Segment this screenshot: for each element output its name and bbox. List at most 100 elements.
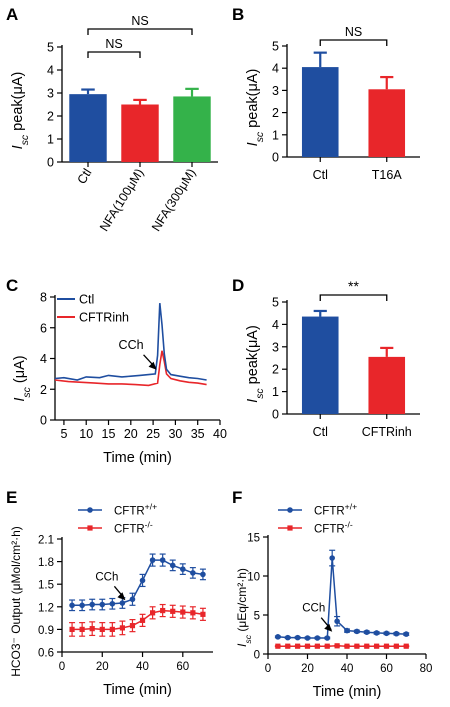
series-line-cftrinh (54, 350, 207, 387)
y-tick-label: 5 (47, 41, 54, 55)
data-point (200, 611, 206, 617)
data-point (275, 643, 281, 649)
data-point (79, 626, 85, 632)
bar-ctl (301, 316, 339, 414)
data-point (334, 618, 340, 625)
x-tick-label: 0 (265, 663, 271, 675)
x-tick-label: 20 (124, 427, 138, 441)
y-tick-label: 0 (47, 156, 54, 170)
y-axis-title-main: I (12, 398, 28, 402)
x-tick-label: 60 (380, 663, 393, 675)
y-axis-title-sub: sc (255, 388, 266, 399)
data-point (69, 602, 75, 609)
legend-label: Ctl (79, 293, 94, 307)
y-tick-label: 5 (272, 296, 279, 310)
data-point (275, 634, 281, 640)
legend-label-base: CFTR (314, 506, 345, 518)
y-axis-title-main: I (245, 142, 261, 146)
data-point (79, 602, 85, 609)
panel-a: A 0 1 2 3 4 5 Isc peak(μA) Ctl NFA(100μM) NFA(300μ… (6, 5, 218, 234)
y-tick-label: 2 (272, 363, 279, 377)
y-axis-title-main: I (10, 145, 26, 149)
y-tick-label: 0.6 (38, 648, 54, 660)
legend-marker (87, 507, 93, 513)
data-point (354, 643, 360, 649)
y-tick-label: 1.8 (38, 557, 54, 569)
significance-label: ** (348, 278, 359, 294)
y-tick-label: 15 (247, 533, 260, 545)
data-point (295, 643, 301, 649)
data-point (180, 566, 186, 572)
y-tick-label: 6 (40, 321, 47, 335)
data-point (284, 634, 291, 641)
data-point (374, 643, 380, 649)
data-point (129, 623, 136, 629)
legend-label-base: CFTR (114, 524, 145, 536)
data-point (314, 643, 320, 649)
data-point (324, 635, 331, 641)
data-point (393, 643, 399, 649)
x-tick-label: 80 (420, 663, 433, 675)
legend-label: CFTR-/- (314, 520, 353, 536)
y-axis-title-main: I (245, 399, 261, 403)
bar-ctl (69, 94, 107, 162)
annotation-label: CCh (302, 603, 325, 615)
data-point (285, 643, 291, 649)
y-tick-label: 2.1 (38, 535, 54, 547)
y-tick-label: 1 (272, 128, 279, 142)
y-tick-label: 0 (272, 408, 279, 422)
x-tick-label: 30 (168, 427, 182, 441)
data-point (314, 635, 321, 641)
y-tick-label: 8 (40, 291, 47, 305)
x-axis-title: Time (min) (103, 450, 172, 466)
data-point (99, 601, 106, 608)
y-axis-title-rest: peak(μA) (10, 72, 26, 135)
x-axis-title: Time (min) (103, 682, 172, 698)
panel-letter: D (232, 276, 244, 295)
y-tick-label: 3 (47, 87, 54, 101)
legend-label-sup: -/- (345, 520, 353, 530)
y-tick-label: 1.5 (38, 580, 54, 592)
legend-marker (287, 507, 293, 513)
legend-marker (87, 525, 93, 531)
y-tick-label: 4 (40, 352, 47, 366)
data-point (169, 562, 176, 569)
data-point (149, 557, 156, 563)
y-tick-label: 2 (272, 106, 279, 120)
panel-letter: A (6, 5, 18, 24)
data-point (403, 631, 410, 637)
significance-label: NS (131, 14, 148, 28)
data-point (329, 555, 335, 561)
data-point (109, 626, 115, 632)
annotation-arrowhead (324, 623, 333, 632)
bar-nfa-100-m- (121, 104, 159, 162)
data-point (344, 643, 350, 649)
y-axis-title-rest: (μEq/cm²·h) (235, 568, 249, 635)
y-tick-label: 3 (272, 340, 279, 354)
data-point (334, 643, 340, 649)
legend-label: CFTR+/+ (314, 502, 357, 518)
y-axis-title-sub: sc (22, 386, 33, 397)
data-point (160, 607, 166, 614)
legend-label-sup: +/+ (145, 502, 157, 512)
y-axis-title: Isc peak(μA) (10, 72, 31, 150)
data-point (89, 626, 95, 632)
y-axis-title-rest: peak(μA) (245, 69, 261, 132)
y-axis-title-rest: peak(μA) (245, 325, 261, 388)
data-point (139, 617, 146, 623)
data-point (383, 643, 390, 649)
y-tick-label: 4 (272, 318, 279, 332)
data-point (304, 635, 311, 641)
y-axis-title: Isc (μEq/cm²·h) (235, 568, 253, 647)
x-axis-title: Time (min) (313, 684, 382, 700)
x-tick-label: NFA(100μM) (97, 166, 147, 234)
x-tick-label: 20 (96, 661, 109, 673)
x-tick-label: 60 (176, 661, 189, 673)
data-point (99, 626, 105, 632)
panel-b: B 0 1 2 3 4 5 Isc peak(μA) Ctl T16A NS (232, 5, 420, 182)
data-point (69, 626, 75, 632)
significance-label: NS (345, 25, 362, 39)
x-tick-label: 0 (59, 661, 65, 673)
y-tick-label: 0 (40, 414, 47, 428)
